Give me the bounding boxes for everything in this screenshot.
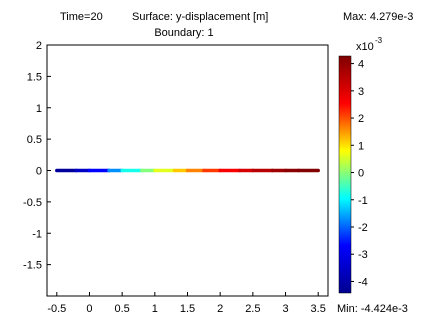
y-tick-label: -1.5: [23, 260, 42, 272]
x-tick-label: 2: [217, 303, 223, 315]
colorbar-tick-label: 3: [358, 86, 364, 98]
y-tick-label: 1.5: [27, 71, 42, 83]
y-tick-label: -1: [32, 228, 42, 240]
x-tick-label: 3.5: [311, 303, 326, 315]
chart-title: Surface: y-displacement [m]: [132, 11, 268, 23]
colorbar-exponent-power: -3: [375, 36, 383, 45]
colorbar-tick-label: -4: [358, 276, 368, 288]
x-tick-label: 1.5: [180, 303, 195, 315]
y-tick-label: 1: [36, 103, 42, 115]
y-tick-label: 0: [36, 166, 42, 178]
x-tick-label: 3: [282, 303, 288, 315]
x-tick-label: -0.5: [47, 303, 66, 315]
chart-subtitle: Boundary: 1: [154, 27, 213, 39]
y-tick-label: 2: [36, 40, 42, 52]
colorbar-tick-label: 2: [358, 113, 364, 125]
y-tick-label: -0.5: [23, 197, 42, 209]
x-tick-label: 0.5: [115, 303, 130, 315]
y-axis: 2 1.5 1 0.5 0 -0.5 -1 -1.5: [23, 40, 51, 272]
colorbar-tick-label: 1: [358, 140, 364, 152]
colorbar-axis: 4 3 2 1 0 -1 -2 -3 -4: [351, 59, 368, 288]
colorbar-tick-label: -3: [358, 249, 368, 261]
x-tick-label: 1: [152, 303, 158, 315]
time-label: Time=20: [60, 11, 103, 23]
colorbar-tick-label: -1: [358, 195, 368, 207]
x-axis: -0.5 0 0.5 1 1.5 2 2.5 3 3.5: [47, 292, 326, 315]
colorbar-tick-label: -2: [358, 222, 368, 234]
colorbar-tick-label: 0: [358, 168, 364, 180]
max-label: Max: 4.279e-3: [343, 11, 413, 23]
y-tick-label: 0.5: [27, 134, 42, 146]
colorbar: [338, 55, 352, 294]
colorbar-tick-label: 4: [358, 59, 364, 71]
x-tick-label: 0: [86, 303, 92, 315]
colorbar-exponent-base: x10: [356, 41, 374, 53]
min-label: Min: -4.424e-3: [337, 303, 408, 315]
x-tick-label: 2.5: [245, 303, 260, 315]
